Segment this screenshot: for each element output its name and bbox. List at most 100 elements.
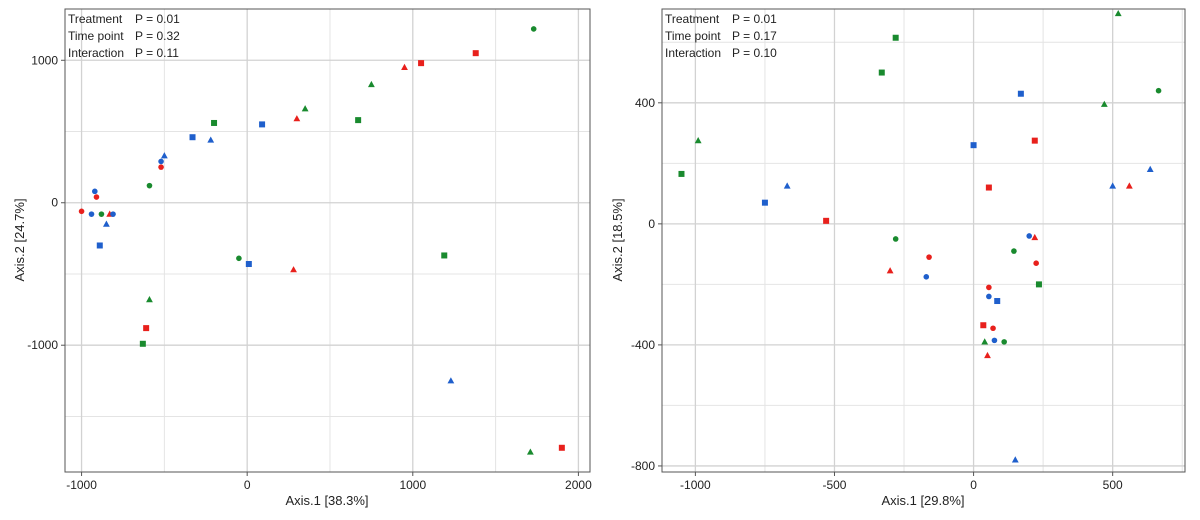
point-red-triangle <box>1031 233 1039 241</box>
point-green-triangle <box>1114 9 1122 17</box>
point-blue-circle <box>991 337 998 344</box>
x-tick-label: 500 <box>1103 478 1123 492</box>
stat-treatment-label: Treatment <box>68 12 123 26</box>
stat-interaction-label: Interaction <box>68 46 124 60</box>
gridlines <box>662 9 1185 472</box>
point-blue-triangle <box>103 220 110 227</box>
point-green-square <box>678 170 685 177</box>
point-red-circle <box>1033 260 1039 266</box>
x-tick-label: -500 <box>822 478 846 492</box>
point-blue-triangle <box>1011 456 1019 463</box>
point-green-triangle <box>367 80 375 88</box>
point-green-circle <box>1155 87 1162 94</box>
stat-timepoint-label: Time point <box>68 29 124 43</box>
point-blue-triangle <box>447 377 455 384</box>
point-green-square <box>139 340 146 347</box>
y-tick-label: -800 <box>631 459 655 473</box>
point-red-circle <box>926 254 932 260</box>
point-red-square <box>558 444 565 451</box>
y-tick-label: 1000 <box>31 53 58 67</box>
y-tick-label: -400 <box>631 338 655 352</box>
point-red-triangle <box>886 267 894 274</box>
point-blue-triangle <box>783 182 791 189</box>
point-red-square <box>143 325 150 332</box>
point-green-square <box>878 69 885 76</box>
point-blue-triangle <box>160 152 168 159</box>
point-green-circle <box>530 26 537 32</box>
point-blue-square <box>189 134 196 141</box>
point-red-square <box>472 50 479 57</box>
point-blue-triangle <box>1146 165 1154 172</box>
point-green-circle <box>146 182 153 189</box>
y-tick-label: 400 <box>635 96 655 110</box>
plot-frame <box>661 8 1186 473</box>
point-blue-square <box>1017 90 1024 97</box>
x-tick-labels: -1000 0 1000 2000 <box>66 472 592 492</box>
stat-treatment-value: P = 0.01 <box>135 12 180 26</box>
point-green-circle <box>236 255 242 262</box>
stats-box: Treatment P = 0.01 Time point P = 0.17 I… <box>665 12 777 60</box>
point-blue-circle <box>1026 233 1033 239</box>
y-tick-label: 0 <box>51 196 58 210</box>
stat-treatment-value: P = 0.01 <box>732 12 777 26</box>
point-green-square <box>892 34 899 41</box>
point-red-circle <box>990 325 996 332</box>
point-green-triangle <box>694 137 702 144</box>
point-red-circle <box>93 194 100 200</box>
plot-background <box>662 9 1185 472</box>
right-panel: -1000 -500 0 500 400 0 -400 -800 Treatment P =… <box>610 8 1186 508</box>
point-blue-triangle <box>1109 182 1117 189</box>
point-red-triangle <box>401 63 408 71</box>
y-tick-label: 0 <box>648 217 655 231</box>
point-blue-square <box>259 121 266 128</box>
x-axis-label: Axis.1 [29.8%] <box>881 493 964 508</box>
point-blue-square <box>970 142 977 149</box>
plot-background <box>65 9 590 472</box>
point-red-square <box>1031 137 1038 144</box>
point-red-triangle <box>290 266 297 273</box>
point-blue-circle <box>110 211 116 217</box>
point-blue-circle <box>92 188 98 195</box>
point-blue-circle <box>158 158 164 165</box>
point-blue-circle <box>986 293 992 300</box>
stat-timepoint-label: Time point <box>665 29 721 43</box>
point-blue-square <box>761 199 768 206</box>
stat-treatment-label: Treatment <box>665 12 720 26</box>
y-tick-label: -1000 <box>27 338 58 352</box>
stat-timepoint-value: P = 0.32 <box>135 29 180 43</box>
stat-timepoint-value: P = 0.17 <box>732 29 777 43</box>
point-blue-circle <box>923 274 930 280</box>
point-blue-square <box>245 261 252 268</box>
stats-box: Treatment P = 0.01 Time point P = 0.32 I… <box>68 12 180 60</box>
point-red-circle <box>78 208 85 215</box>
point-green-triangle <box>301 105 309 112</box>
point-green-triangle <box>146 296 153 303</box>
point-green-triangle <box>981 338 989 345</box>
point-green-circle <box>892 236 899 242</box>
point-green-circle <box>98 211 105 217</box>
point-green-triangle <box>1100 100 1108 107</box>
x-tick-labels: -1000 -500 0 500 <box>680 472 1123 492</box>
x-tick-label: 2000 <box>565 478 592 492</box>
x-tick-label: -1000 <box>66 478 97 492</box>
point-red-square <box>823 217 830 224</box>
point-blue-square <box>994 298 1001 305</box>
stat-interaction-label: Interaction <box>665 46 721 60</box>
point-green-circle <box>1001 339 1007 345</box>
x-axis-label: Axis.1 [38.3%] <box>285 493 368 508</box>
point-red-square <box>985 184 992 191</box>
point-green-square <box>441 252 448 259</box>
x-tick-label: 0 <box>970 478 977 492</box>
y-tick-labels: 400 0 -400 -800 <box>631 96 662 473</box>
data-points <box>78 26 565 455</box>
x-tick-label: -1000 <box>680 478 711 492</box>
point-blue-square <box>96 242 103 249</box>
point-red-circle <box>986 284 992 291</box>
point-green-circle <box>1011 248 1017 254</box>
point-red-triangle <box>1125 182 1133 189</box>
point-red-triangle <box>984 351 991 359</box>
point-green-square <box>211 119 218 126</box>
left-panel: -1000 0 1000 2000 1000 0 -1000 Treatment P = … <box>12 8 592 508</box>
point-red-circle <box>158 164 164 170</box>
point-green-square <box>1035 281 1042 288</box>
